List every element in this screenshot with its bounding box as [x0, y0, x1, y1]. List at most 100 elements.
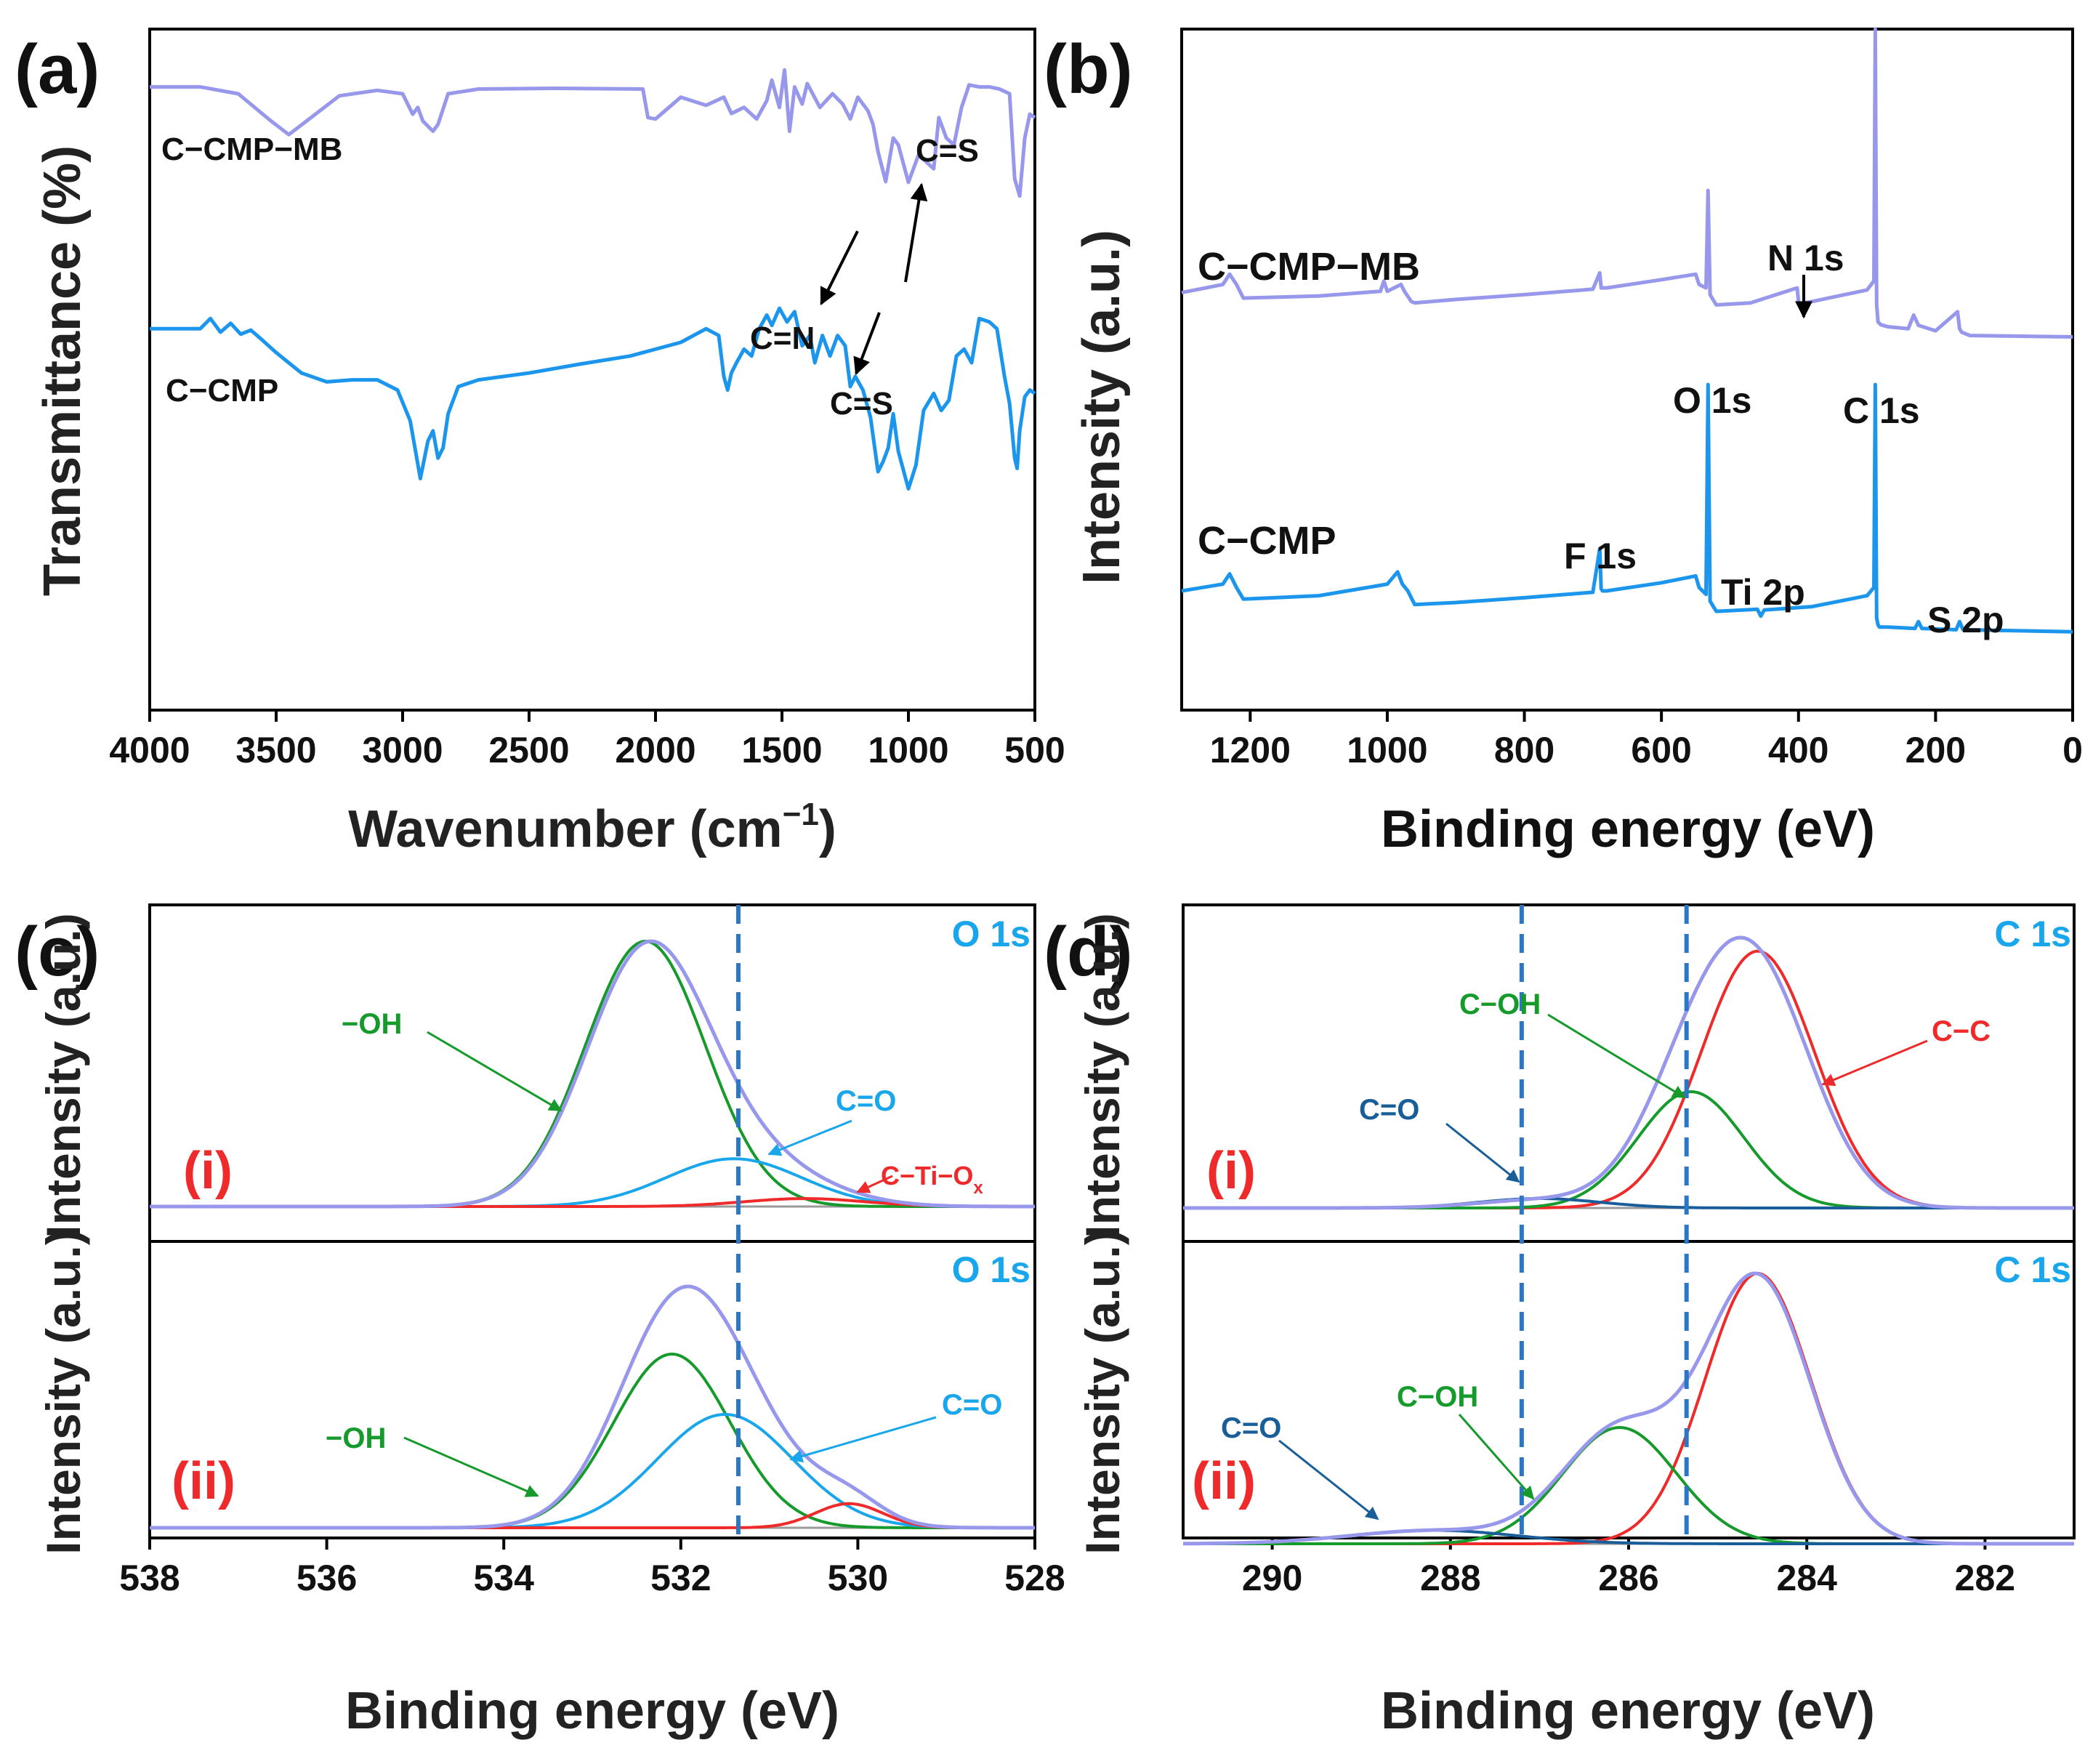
panel-d-sub-i: (i): [1206, 1142, 1256, 1200]
x-tick-label: 530: [828, 1558, 888, 1598]
panel-c-sub-i: (i): [183, 1142, 233, 1200]
panel-c-ctio-arrow: [856, 1175, 893, 1193]
x-tick-label: 800: [1494, 730, 1554, 770]
panel-b-label: (b): [1044, 31, 1133, 108]
panel-c-title-bottom: O 1s: [952, 1249, 1031, 1290]
panel-a-series: [150, 68, 1036, 491]
panel-c: (c) 538 536 534 532 530 528 Binding energy (e…: [15, 903, 1065, 1740]
x-tick-label: 290: [1242, 1558, 1302, 1598]
panel-d-sub-ii: (ii): [1192, 1452, 1256, 1510]
panel-d-xlabel: Binding energy (eV): [1381, 1682, 1875, 1740]
panel-c-ctio-main: C−Ti−O: [881, 1161, 973, 1191]
annotation-cn: C=N: [750, 321, 815, 356]
arrow-cs-bottom: [853, 312, 881, 376]
arrow-cs-top: [904, 182, 928, 283]
panel-b-x-ticks: 1200 1000 800 600 400 200 0: [1210, 710, 2083, 770]
x-tick-label: 3000: [362, 730, 443, 770]
panel-a-xlabel: Wavenumber (cm−1): [348, 797, 836, 858]
x-tick-label: 282: [1955, 1558, 2015, 1598]
label-c1s: C 1s: [1843, 390, 1920, 431]
label-ti2p: Ti 2p: [1721, 572, 1805, 613]
label-n1s: N 1s: [1767, 238, 1844, 278]
panel-b-legend-ccmpmb: C−CMP−MB: [1198, 245, 1420, 289]
panel-d-co-arrow-top: [1445, 1122, 1520, 1183]
panel-a-legend-ccmpmb: C−CMP−MB: [161, 132, 342, 167]
panel-a-ylabel: Transmittance (%): [33, 145, 92, 596]
panel-d-cc-label: C−C: [1932, 1015, 1991, 1047]
panel-c-co-label-bottom: C=O: [942, 1389, 1002, 1421]
fit-envelope: [1183, 1271, 2074, 1546]
x-tick-label: 3500: [235, 730, 316, 770]
annotation-cs-bottom: C=S: [830, 386, 893, 422]
panel-b-frame: [1180, 28, 2074, 712]
fit-component: [150, 1412, 1035, 1529]
x-tick-label: 400: [1768, 730, 1828, 770]
x-tick-label: 4000: [109, 730, 190, 770]
label-s2p: S 2p: [1927, 600, 2004, 640]
x-tick-label: 200: [1906, 730, 1966, 770]
x-tick-label: 534: [473, 1558, 534, 1598]
x-tick-label: 286: [1598, 1558, 1658, 1598]
x-tick-label: 528: [1004, 1558, 1065, 1598]
panel-c-co-label-top: C=O: [836, 1085, 896, 1117]
x-tick-label: 1200: [1210, 730, 1291, 770]
fit-envelope: [1183, 935, 2074, 1210]
panel-b-ylabel: Intensity (a.u.): [1073, 230, 1131, 584]
panel-c-co-arrow-bottom: [789, 1416, 937, 1463]
panel-c-xlabel: Binding energy (eV): [345, 1682, 839, 1740]
panel-d-ylabel-top: Intensity (a.u.): [1076, 913, 1129, 1238]
fit-component: [150, 1352, 1035, 1529]
series-line: [150, 306, 1036, 491]
x-tick-label: 1000: [1347, 730, 1427, 770]
x-tick-label: 2000: [615, 730, 695, 770]
panel-d-curves: [1183, 935, 2074, 1546]
panel-a-xlabel-main: Wavenumber (cm: [348, 800, 782, 858]
panel-c-x-ticks: 538 536 534 532 530 528: [119, 1538, 1065, 1598]
x-tick-label: 0: [2062, 730, 2083, 770]
panel-c-frame: [148, 903, 1036, 1539]
x-tick-label: 532: [650, 1558, 711, 1598]
panel-d-dashed-lines: [1519, 905, 1689, 1538]
panel-c-co-arrow-top: [767, 1119, 852, 1156]
x-tick-label: 500: [1004, 730, 1065, 770]
series-line: [1181, 27, 2073, 339]
panel-d-title-bottom: C 1s: [1994, 1249, 2071, 1290]
panel-a-xlabel-close: ): [819, 800, 836, 858]
fit-envelope: [150, 939, 1035, 1209]
panel-d-label: (d): [1044, 913, 1133, 991]
panel-a-x-ticks: 4000 3500 3000 2500 2000 1500 1000 500: [109, 710, 1065, 770]
panel-c-curves: [150, 939, 1035, 1530]
panel-b: (b) 1200 1000 800 600 400 200 0 Binding energy…: [1044, 27, 2083, 858]
panel-a-frame: [148, 28, 1036, 712]
x-tick-label: 538: [119, 1558, 180, 1598]
x-tick-label: 1500: [741, 730, 822, 770]
panel-d-coh-label-top: C−OH: [1459, 988, 1541, 1020]
series-line: [150, 68, 1036, 198]
panel-a: (a) 4000 3500 3000 2500 2000 1500 1000 500 Wave…: [15, 28, 1065, 858]
panel-d-co-arrow-bottom: [1278, 1439, 1379, 1521]
panel-c-oh-arrow-bottom: [403, 1436, 539, 1497]
fit-envelope: [150, 1284, 1035, 1530]
fit-component: [1183, 1425, 2074, 1545]
series-line: [1181, 382, 2073, 634]
panel-d: (d) 290 288 286 284 282 Binding energy (eV) …: [1044, 903, 2076, 1740]
fit-component: [1183, 1272, 2074, 1545]
panel-b-series: [1181, 27, 2073, 634]
x-tick-label: 284: [1776, 1558, 1837, 1598]
annotation-cs-top: C=S: [916, 133, 979, 169]
fit-component: [1183, 949, 2074, 1209]
panel-b-legend-ccmp: C−CMP: [1198, 519, 1336, 563]
panel-c-sub-ii: (ii): [172, 1452, 235, 1510]
panel-a-label: (a): [15, 31, 100, 108]
x-tick-label: 1000: [868, 730, 948, 770]
panel-d-frame: [1182, 903, 2076, 1539]
panel-d-x-ticks: 290 288 286 284 282: [1242, 1538, 2015, 1598]
panel-a-xlabel-sup: −1: [783, 797, 819, 832]
fit-component: [1183, 1090, 2074, 1209]
panel-d-co-label-bottom: C=O: [1221, 1412, 1281, 1444]
panel-d-co-label-top: C=O: [1359, 1094, 1419, 1126]
panel-c-ctio-sub: x: [973, 1178, 983, 1198]
panel-b-xlabel: Binding energy (eV): [1381, 800, 1875, 858]
x-tick-label: 536: [297, 1558, 357, 1598]
